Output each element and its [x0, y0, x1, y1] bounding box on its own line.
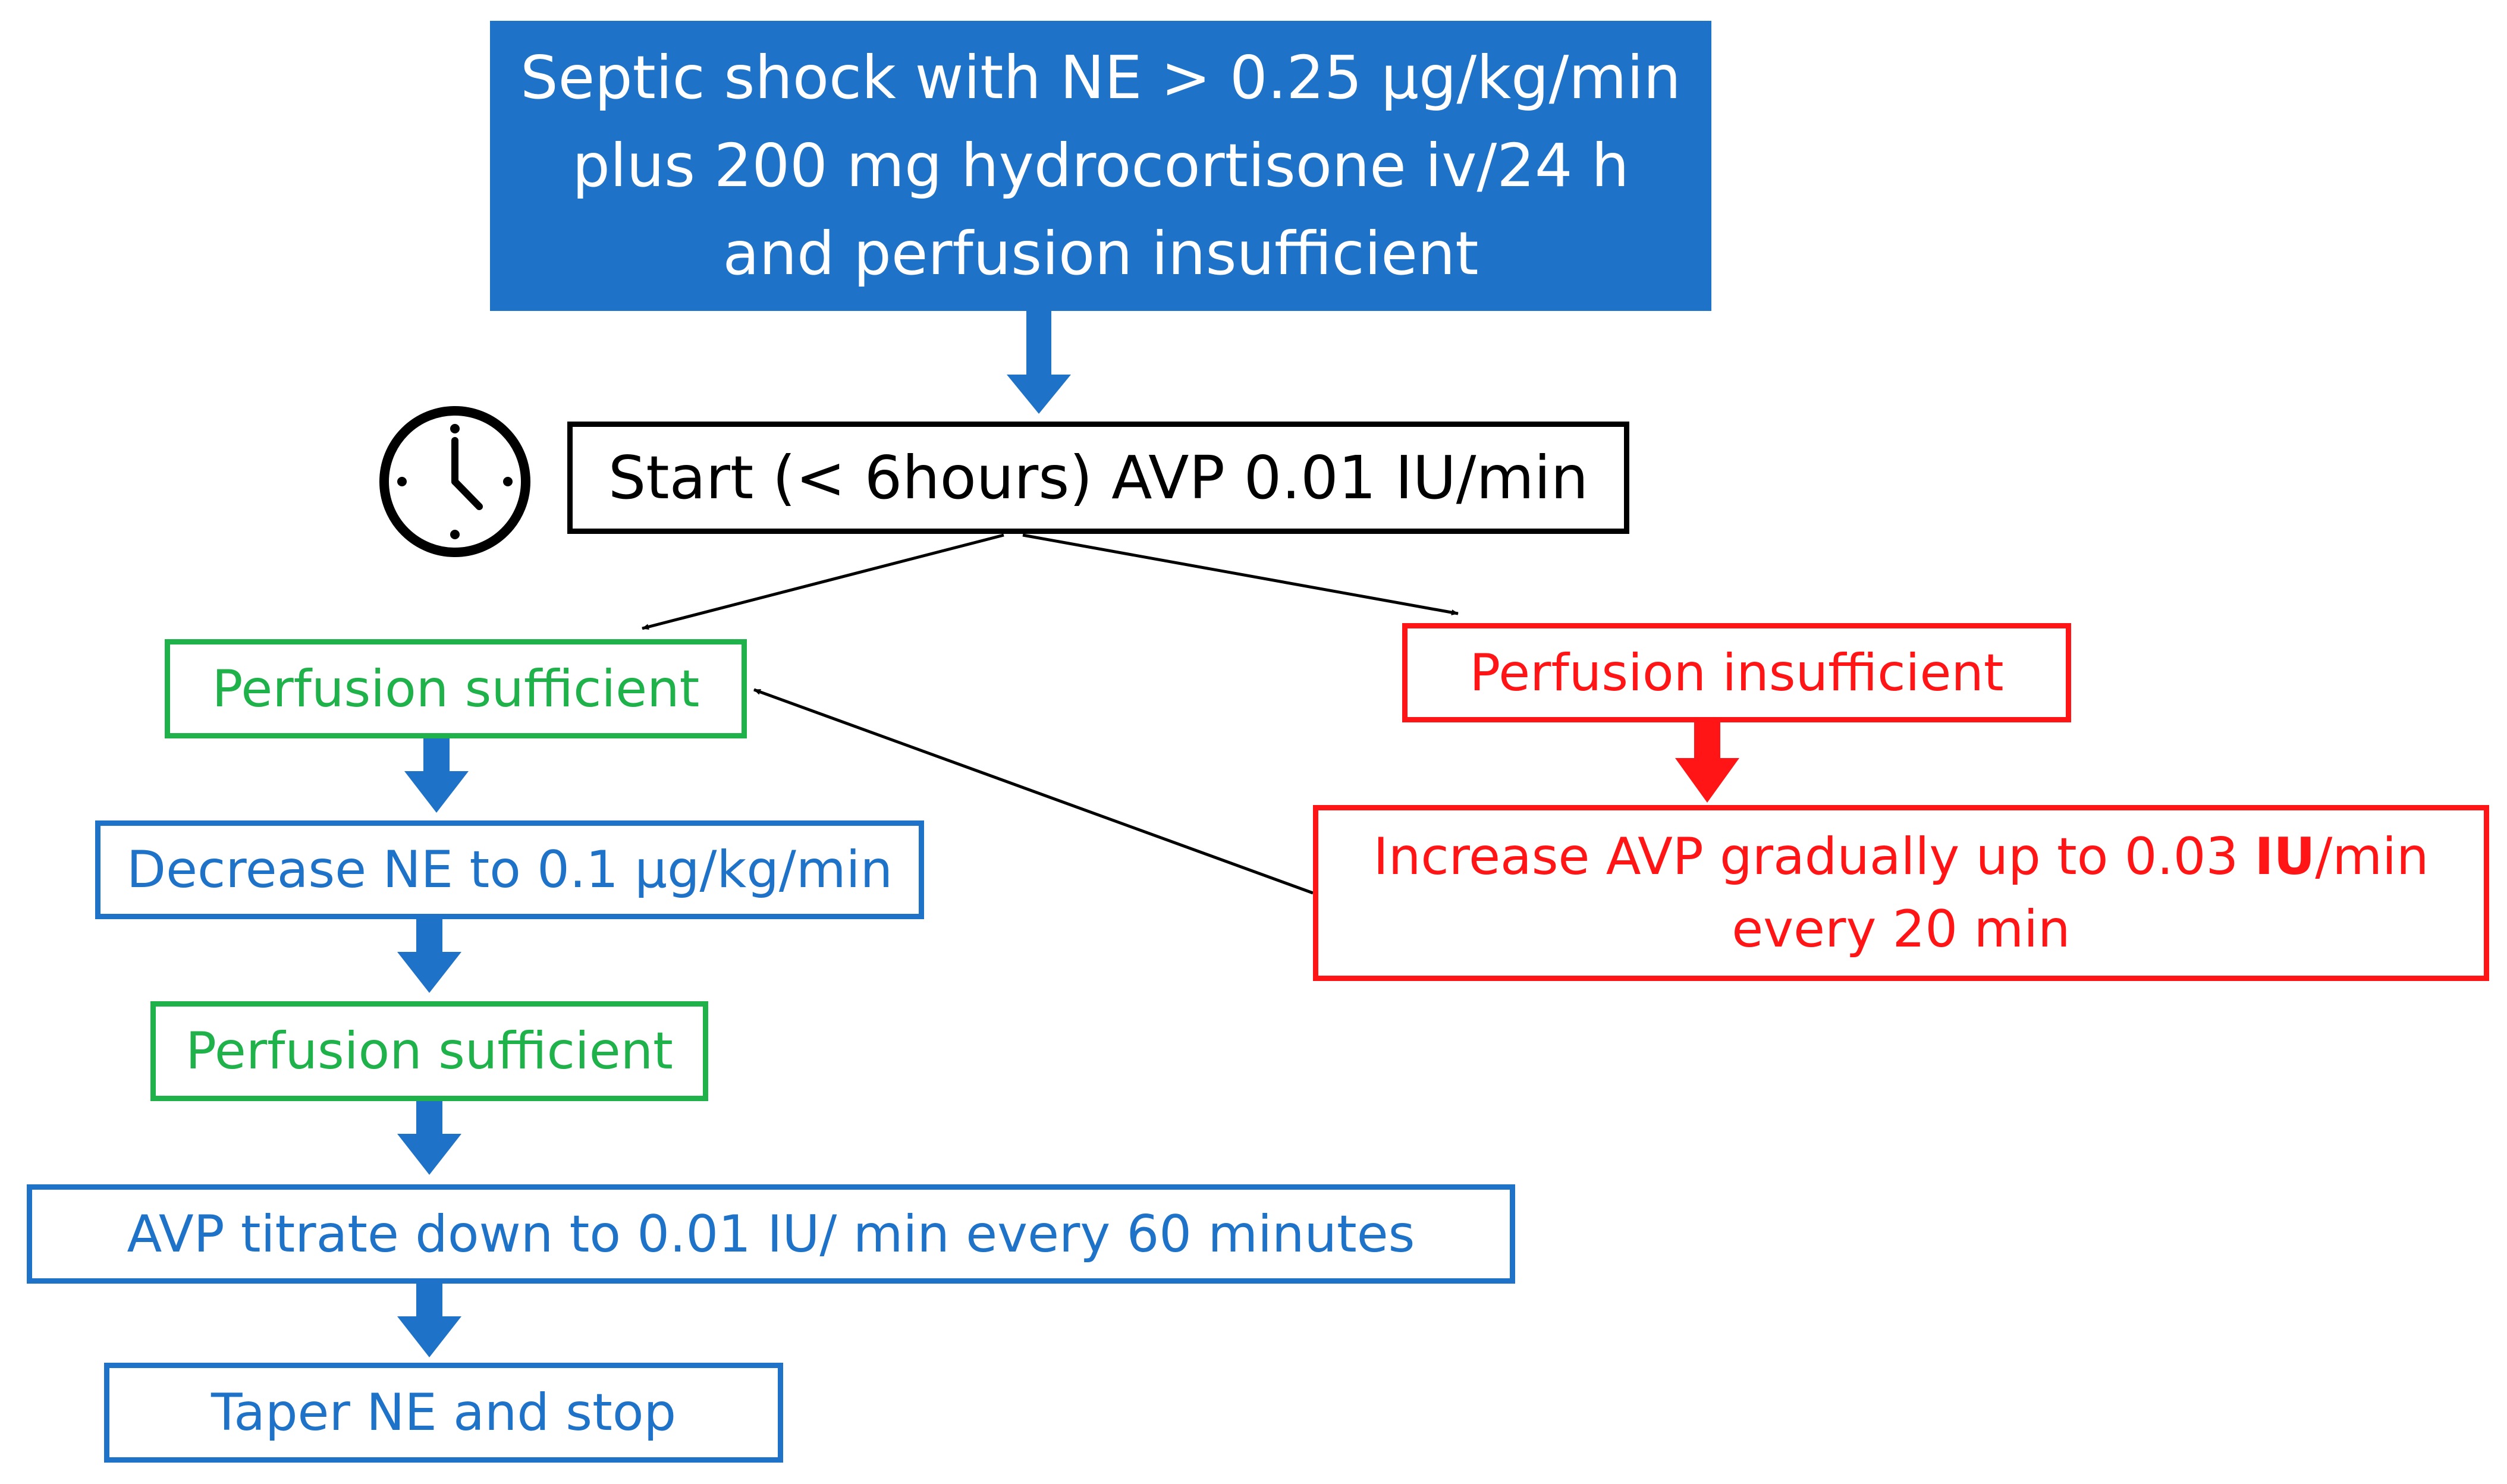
arrow-start-to-sufficient [642, 533, 1004, 630]
septic-shock-line-2: plus 200 mg hydrocortisone iv/24 h [572, 131, 1629, 200]
avp-titrate-box: AVP titrate down to 0.01 IU/ min every 6… [27, 1184, 1515, 1284]
perfusion-sufficient-box-1: Perfusion sufficient [165, 639, 747, 738]
taper-ne-label: Taper NE and stop [211, 1383, 677, 1442]
perfusion-sufficient-label-1: Perfusion sufficient [212, 659, 700, 719]
perfusion-insufficient-label: Perfusion insufficient [1469, 643, 2004, 703]
decrease-ne-label: Decrease NE to 0.1 µg/kg/min [126, 840, 893, 900]
septic-shock-line-3: and perfusion insufficient [722, 219, 1479, 288]
decrease-ne-box: Decrease NE to 0.1 µg/kg/min [95, 820, 924, 919]
increase-avp-line-1-bold-unit: IU [2254, 827, 2316, 886]
perfusion-sufficient-label-2: Perfusion sufficient [186, 1021, 673, 1081]
arrow-insufficient-to-increase [1675, 722, 1739, 803]
perfusion-insufficient-box: Perfusion insufficient [1402, 623, 2071, 722]
arrow-decrease-to-sufficient2 [397, 919, 461, 993]
arrow-increase-to-sufficient [753, 688, 1314, 895]
start-avp-box: Start (< 6hours) AVP 0.01 IU/min [567, 422, 1629, 534]
increase-avp-line-1: Increase AVP gradually up to 0.03 IU/min [1373, 820, 2429, 893]
arrow-sufficient-to-decrease [404, 738, 469, 813]
start-avp-label: Start (< 6hours) AVP 0.01 IU/min [608, 443, 1589, 513]
septic-shock-box: Septic shock with NE > 0.25 µg/kg/min pl… [490, 21, 1711, 311]
increase-avp-line-1-prefix: Increase AVP gradually up to 0.03 [1373, 827, 2255, 886]
perfusion-sufficient-box-2: Perfusion sufficient [150, 1001, 708, 1101]
increase-avp-line-1-suffix: /min [2315, 827, 2429, 886]
clock-icon [377, 404, 533, 559]
increase-avp-line-2: every 20 min [1732, 900, 2071, 959]
septic-shock-line-1: Septic shock with NE > 0.25 µg/kg/min [520, 43, 1681, 112]
avp-titrate-label: AVP titrate down to 0.01 IU/ min every 6… [127, 1204, 1415, 1264]
taper-ne-box: Taper NE and stop [104, 1363, 783, 1463]
increase-avp-box: Increase AVP gradually up to 0.03 IU/min… [1313, 805, 2489, 981]
arrow-start-to-insufficient [1022, 533, 1459, 615]
arrow-titrate-to-taper [397, 1284, 461, 1357]
arrow-sufficient2-to-titrate [397, 1101, 461, 1175]
arrow-top-to-start [1007, 311, 1071, 414]
